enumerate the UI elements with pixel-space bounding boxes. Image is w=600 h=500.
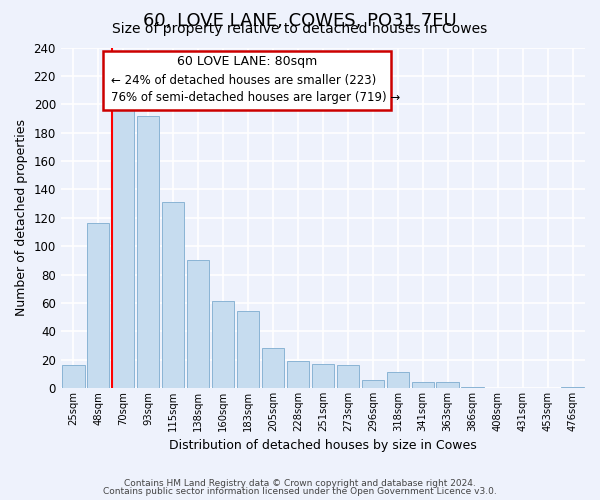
Bar (412, 382, 434, 388)
Bar (162, 202, 184, 388)
Bar (362, 380, 384, 388)
Bar (187, 260, 209, 388)
Bar (262, 348, 284, 388)
Text: ← 24% of detached houses are smaller (223): ← 24% of detached houses are smaller (22… (110, 74, 376, 86)
X-axis label: Distribution of detached houses by size in Cowes: Distribution of detached houses by size … (169, 440, 477, 452)
Bar (112, 106, 134, 388)
Bar (137, 116, 160, 388)
Bar (337, 366, 359, 388)
Text: Contains HM Land Registry data © Crown copyright and database right 2024.: Contains HM Land Registry data © Crown c… (124, 478, 476, 488)
Bar (386, 372, 409, 388)
Text: 60 LOVE LANE: 80sqm: 60 LOVE LANE: 80sqm (177, 55, 317, 68)
Bar (287, 361, 309, 388)
Text: Size of property relative to detached houses in Cowes: Size of property relative to detached ho… (112, 22, 488, 36)
Bar (62, 366, 85, 388)
Text: 60, LOVE LANE, COWES, PO31 7EU: 60, LOVE LANE, COWES, PO31 7EU (143, 12, 457, 30)
Bar (87, 224, 109, 388)
Text: Contains public sector information licensed under the Open Government Licence v3: Contains public sector information licen… (103, 487, 497, 496)
Bar (237, 312, 259, 388)
Text: 76% of semi-detached houses are larger (719) →: 76% of semi-detached houses are larger (… (110, 90, 400, 104)
Bar (436, 382, 459, 388)
Bar (461, 386, 484, 388)
Bar (212, 302, 234, 388)
Y-axis label: Number of detached properties: Number of detached properties (15, 120, 28, 316)
FancyBboxPatch shape (103, 51, 391, 110)
Bar (311, 364, 334, 388)
Bar (561, 386, 584, 388)
